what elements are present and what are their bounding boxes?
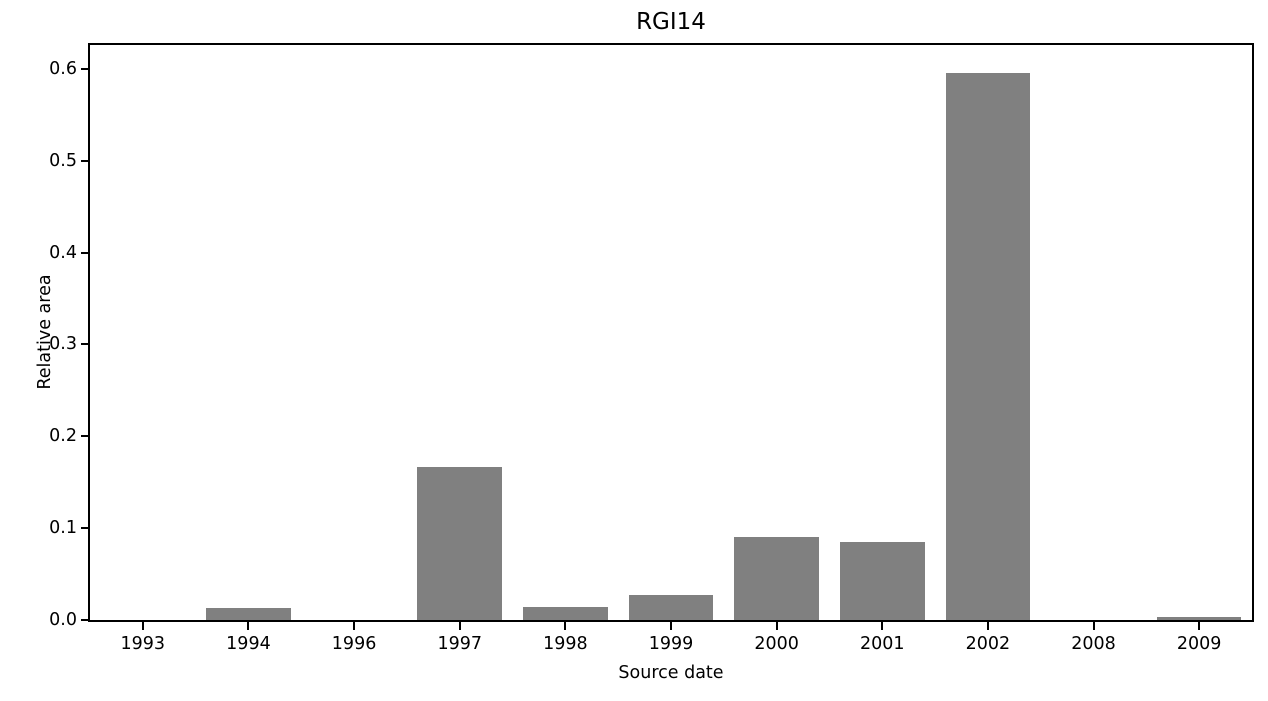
y-tick-label: 0.6 [49, 58, 77, 79]
x-tick-mark [458, 622, 461, 630]
bar-2000 [734, 537, 819, 620]
chart-title: RGI14 [636, 9, 706, 35]
x-tick-label: 2009 [1176, 634, 1222, 654]
x-tick-mark [1198, 622, 1201, 630]
x-tick-label: 2002 [965, 634, 1011, 654]
bar-1998 [523, 607, 608, 620]
x-tick-mark [564, 622, 567, 630]
x-axis-label: Source date [618, 663, 724, 683]
y-tick-label: 0.2 [49, 426, 77, 447]
bar-1997 [417, 466, 502, 620]
bar-2001 [840, 541, 925, 620]
plot-area [88, 43, 1254, 622]
y-tick-label: 0.4 [49, 242, 77, 263]
x-tick-mark [775, 622, 778, 630]
x-tick-label: 2001 [859, 634, 905, 654]
y-axis-label: Relative area [35, 274, 55, 390]
x-tick-mark [670, 622, 672, 630]
x-tick-label: 2008 [1071, 634, 1116, 654]
bar-1999 [628, 595, 714, 620]
y-tick-label: 0.5 [49, 150, 77, 171]
y-tick-label: 0.1 [49, 518, 77, 539]
x-tick-label: 2000 [754, 634, 799, 654]
x-tick-label: 1996 [331, 634, 377, 654]
x-tick-mark [986, 622, 989, 630]
x-tick-label: 1993 [120, 634, 166, 654]
y-tick-label: 0.0 [49, 610, 77, 630]
x-tick-label: 1998 [543, 634, 588, 654]
x-tick-label: 1999 [648, 634, 694, 654]
x-tick-mark [141, 622, 144, 630]
x-tick-mark [353, 622, 356, 630]
bar-2002 [945, 73, 1031, 620]
x-tick-mark [1092, 622, 1095, 630]
bar-2009 [1156, 617, 1242, 620]
x-tick-mark [881, 622, 884, 630]
bar-1994 [206, 608, 291, 620]
x-tick-mark [247, 622, 250, 630]
x-tick-label: 1997 [437, 634, 482, 654]
x-tick-label: 1994 [226, 634, 271, 654]
